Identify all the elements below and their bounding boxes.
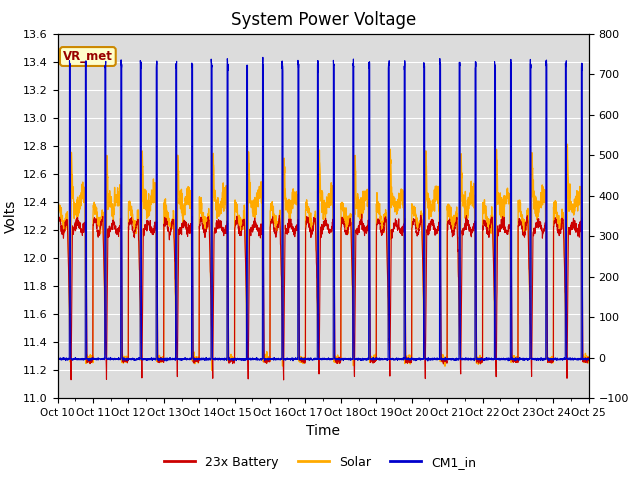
CM1_in	[54, 357, 61, 363]
Solar	[564, 141, 572, 147]
23x Battery	[146, 228, 154, 233]
23x Battery	[518, 221, 525, 227]
Solar	[281, 170, 289, 176]
Text: VR_met: VR_met	[63, 50, 113, 63]
23x Battery	[358, 211, 365, 217]
CM1_in	[518, 356, 525, 361]
23x Battery	[281, 278, 289, 284]
23x Battery	[575, 233, 582, 239]
CM1_in	[146, 357, 154, 362]
Solar	[54, 212, 61, 218]
23x Battery	[280, 377, 287, 383]
CM1_in	[115, 357, 122, 362]
Y-axis label: Volts: Volts	[3, 199, 17, 233]
Solar	[585, 355, 593, 361]
Line: Solar: Solar	[58, 144, 589, 370]
Solar	[518, 210, 525, 216]
23x Battery	[54, 221, 61, 227]
Solar	[258, 200, 266, 206]
23x Battery	[257, 232, 265, 238]
Title: System Power Voltage: System Power Voltage	[230, 11, 416, 29]
23x Battery	[585, 358, 593, 363]
Solar	[115, 200, 122, 206]
CM1_in	[259, 54, 267, 60]
CM1_in	[424, 358, 431, 364]
X-axis label: Time: Time	[306, 424, 340, 438]
CM1_in	[575, 356, 582, 361]
CM1_in	[281, 356, 289, 362]
Solar	[146, 206, 154, 212]
Line: CM1_in: CM1_in	[58, 57, 589, 361]
CM1_in	[585, 356, 593, 361]
Solar	[575, 203, 582, 208]
CM1_in	[257, 357, 265, 363]
Legend: 23x Battery, Solar, CM1_in: 23x Battery, Solar, CM1_in	[159, 451, 481, 474]
23x Battery	[115, 230, 122, 236]
Solar	[208, 367, 216, 373]
Line: 23x Battery: 23x Battery	[58, 214, 589, 380]
